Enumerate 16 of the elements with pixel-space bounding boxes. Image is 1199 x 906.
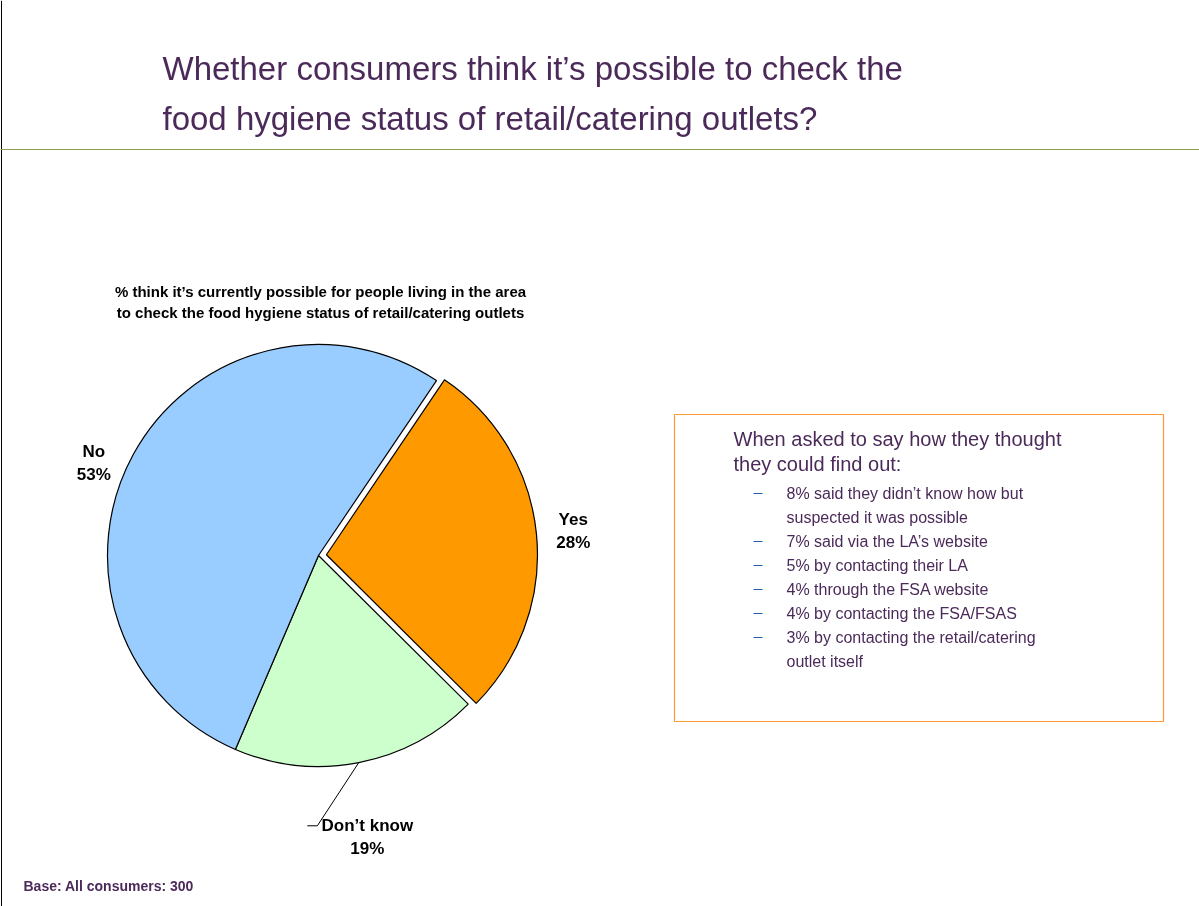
text: 4% through the FSA website <box>786 581 989 598</box>
data-label: 28% <box>556 533 591 553</box>
text: When asked to say how they thought they could find out: <box>733 427 1062 475</box>
text: 3% by contacting the retail/catering outlet itself <box>786 629 1036 670</box>
slice-label: Don’t know <box>321 816 414 836</box>
text: 4% by contacting the FSA/FSAS <box>786 605 1017 622</box>
text: Base: All consumers: 300 <box>23 877 194 894</box>
data-label: 19% <box>350 839 385 859</box>
slice-label: Yes <box>558 510 588 530</box>
chart-title: Whether consumers think it’s possible to check the food hygiene status of retail/catering outlets? <box>162 50 903 137</box>
text: 8% said they didn’t know how but suspected it was possible <box>786 485 1024 526</box>
slice-label: No <box>82 442 106 462</box>
data-label: 53% <box>76 465 111 485</box>
text: 5% by contacting their LA <box>786 557 969 574</box>
text: 7% said via the LA’s website <box>786 533 988 550</box>
chart-subtitle: % think it’s currently possible for people living in the area to check the food hygiene status of retail/catering outlets <box>114 283 527 321</box>
